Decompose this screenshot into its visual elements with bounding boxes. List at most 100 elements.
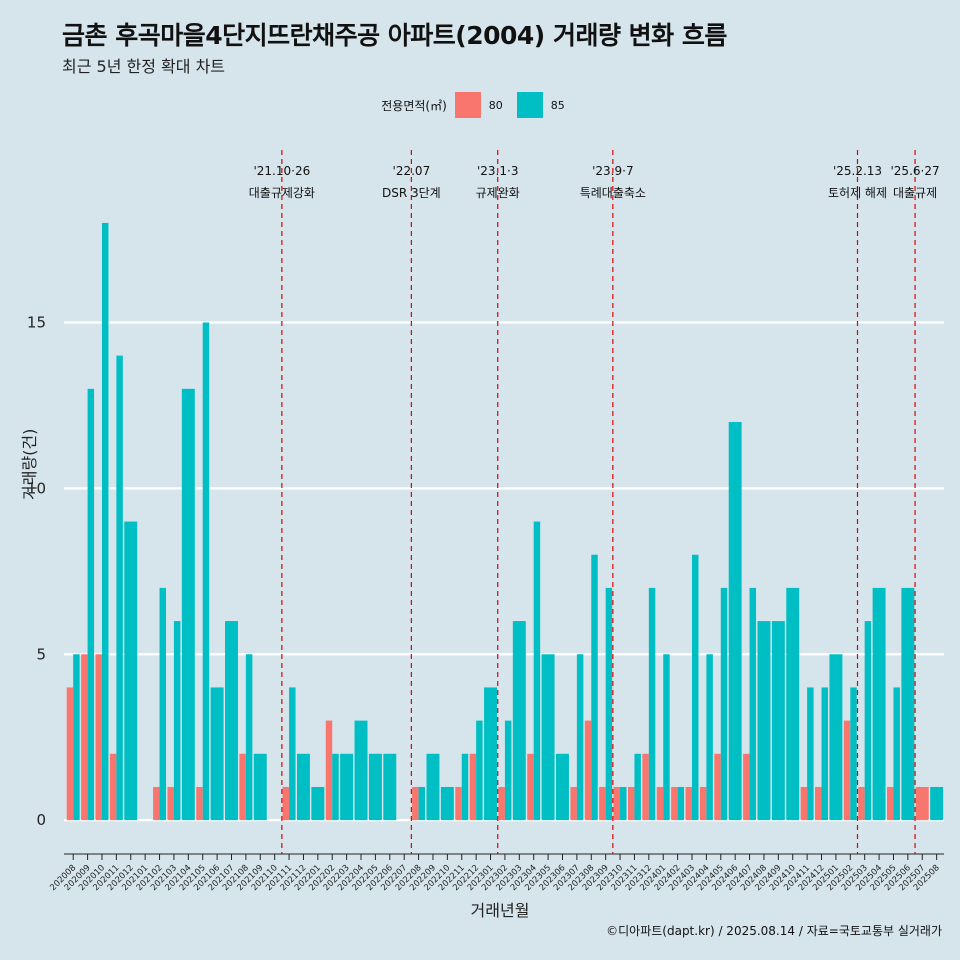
bar-85-202301 — [484, 687, 498, 821]
legend-item-80: 80 — [454, 92, 509, 118]
bar-85-202010 — [101, 222, 109, 821]
bar-80-202311 — [627, 786, 635, 821]
bar-85-202112 — [296, 753, 310, 821]
bar-80-202503 — [858, 786, 865, 821]
bar-80-202309 — [599, 786, 606, 821]
y-tick-label-0: 0 — [36, 811, 46, 829]
legend-title: 전용면적(㎡) — [381, 98, 447, 113]
legend-label-80: 80 — [488, 98, 503, 112]
bar-85-202503 — [864, 621, 872, 821]
bar-85-202209 — [426, 753, 440, 821]
bar-85-202411 — [807, 687, 814, 821]
bar-85-202304 — [533, 521, 541, 821]
chart-title: 금촌 후곡마을4단지뜨란채주공 아파트(2004) 거래량 변화 흐름 — [62, 21, 727, 50]
bar-80-202105 — [196, 786, 203, 821]
x-axis-label: 거래년월 — [470, 901, 530, 920]
bar-85-202203 — [340, 753, 354, 821]
legend: 전용면적(㎡) 80 85 — [0, 92, 960, 118]
event-date-3: '23.9·7 — [592, 164, 633, 178]
chart-subtitle: 최근 5년 한정 확대 차트 — [62, 57, 226, 76]
bar-80-202310 — [613, 786, 621, 821]
y-tick-label-10: 10 — [27, 479, 46, 497]
bar-85-202407 — [749, 587, 757, 821]
bar-80-202010 — [95, 654, 102, 821]
bar-85-202409 — [771, 621, 785, 821]
bar-85-202303 — [512, 621, 526, 821]
bar-85-202402 — [677, 786, 685, 821]
event-label-5: 대출규제 — [893, 186, 937, 200]
bar-85-202211 — [461, 753, 469, 821]
event-label-3: 특례대출축소 — [580, 186, 646, 200]
bar-80-202108 — [239, 753, 246, 821]
y-axis-label: 거래량(건) — [20, 428, 39, 500]
bar-85-202506 — [901, 587, 915, 821]
event-date-0: '21.10·26 — [253, 164, 310, 178]
bar-85-202009 — [87, 388, 95, 821]
bar-85-202404 — [706, 654, 713, 821]
bar-85-202401 — [663, 654, 670, 821]
bar-85-202205 — [368, 753, 382, 821]
event-date-4: '25.2.13 — [833, 164, 882, 178]
bar-80-202212 — [469, 753, 477, 821]
bar-85-202306 — [556, 753, 569, 821]
bar-85-202212 — [476, 720, 483, 821]
bar-85-202012 — [124, 521, 138, 821]
event-date-2: '23.1·3 — [477, 164, 518, 178]
bar-85-202410 — [786, 587, 800, 821]
bar-80-202102 — [153, 786, 160, 821]
bar-80-202011 — [109, 753, 117, 821]
legend-swatch-85 — [516, 92, 543, 118]
bar-85-202508 — [930, 786, 944, 821]
legend-item-85: 85 — [516, 92, 571, 118]
bar-80-202402 — [671, 786, 678, 821]
bar-80-202103 — [167, 786, 174, 821]
bar-85-202103 — [173, 621, 181, 821]
bar-85-202102 — [159, 587, 167, 821]
bar-85-202111 — [289, 687, 296, 821]
bar-80-202304 — [527, 753, 534, 821]
bar-80-202403 — [685, 786, 693, 821]
bar-80-202505 — [886, 786, 894, 821]
bar-80-202211 — [455, 786, 462, 821]
bar-85-202408 — [757, 621, 771, 821]
bar-85-202308 — [591, 554, 598, 821]
bar-85-202210 — [440, 786, 454, 821]
bar-85-202310 — [620, 786, 627, 821]
bar-85-202312 — [648, 587, 656, 821]
event-label-0: 대출규제강화 — [249, 186, 315, 200]
bar-80-202202 — [325, 720, 333, 821]
bar-85-202106 — [210, 687, 224, 821]
y-tick-label-15: 15 — [27, 313, 46, 331]
bar-85-202109 — [253, 753, 267, 821]
bar-80-202009 — [81, 654, 88, 821]
bar-85-202305 — [541, 654, 555, 821]
bar-80-202307 — [570, 786, 577, 821]
bar-85-202412 — [821, 687, 828, 821]
bar-85-202206 — [383, 753, 397, 821]
bar-85-202501 — [829, 654, 843, 821]
bar-80-202411 — [800, 786, 808, 821]
bar-85-202208 — [418, 786, 426, 821]
legend-label-85: 85 — [550, 98, 565, 112]
bar-80-202412 — [815, 786, 822, 821]
bar-80-202008 — [66, 687, 74, 821]
bar-80-202507 — [915, 786, 929, 821]
bar-80-202308 — [584, 720, 592, 821]
source-caption: ©디아파트(dapt.kr) / 2025.08.14 / 자료=국토교통부 실… — [606, 924, 942, 938]
bar-85-202307 — [576, 654, 584, 821]
event-date-5: '25.6·27 — [891, 164, 940, 178]
event-label-1: DSR 3단계 — [382, 186, 441, 200]
bar-80-202407 — [743, 753, 750, 821]
bar-85-202504 — [872, 587, 886, 821]
bar-85-202502 — [850, 687, 857, 821]
bar-85-202201 — [311, 786, 325, 821]
bar-85-202008 — [73, 654, 80, 821]
event-label-2: 규제완화 — [476, 186, 520, 200]
bar-85-202302 — [504, 720, 512, 821]
bar-80-202312 — [642, 753, 649, 821]
bar-85-202104 — [181, 388, 195, 821]
bar-80-202111 — [282, 786, 290, 821]
bar-85-202105 — [202, 322, 210, 821]
bar-85-202204 — [354, 720, 368, 821]
y-tick-label-5: 5 — [36, 645, 46, 663]
